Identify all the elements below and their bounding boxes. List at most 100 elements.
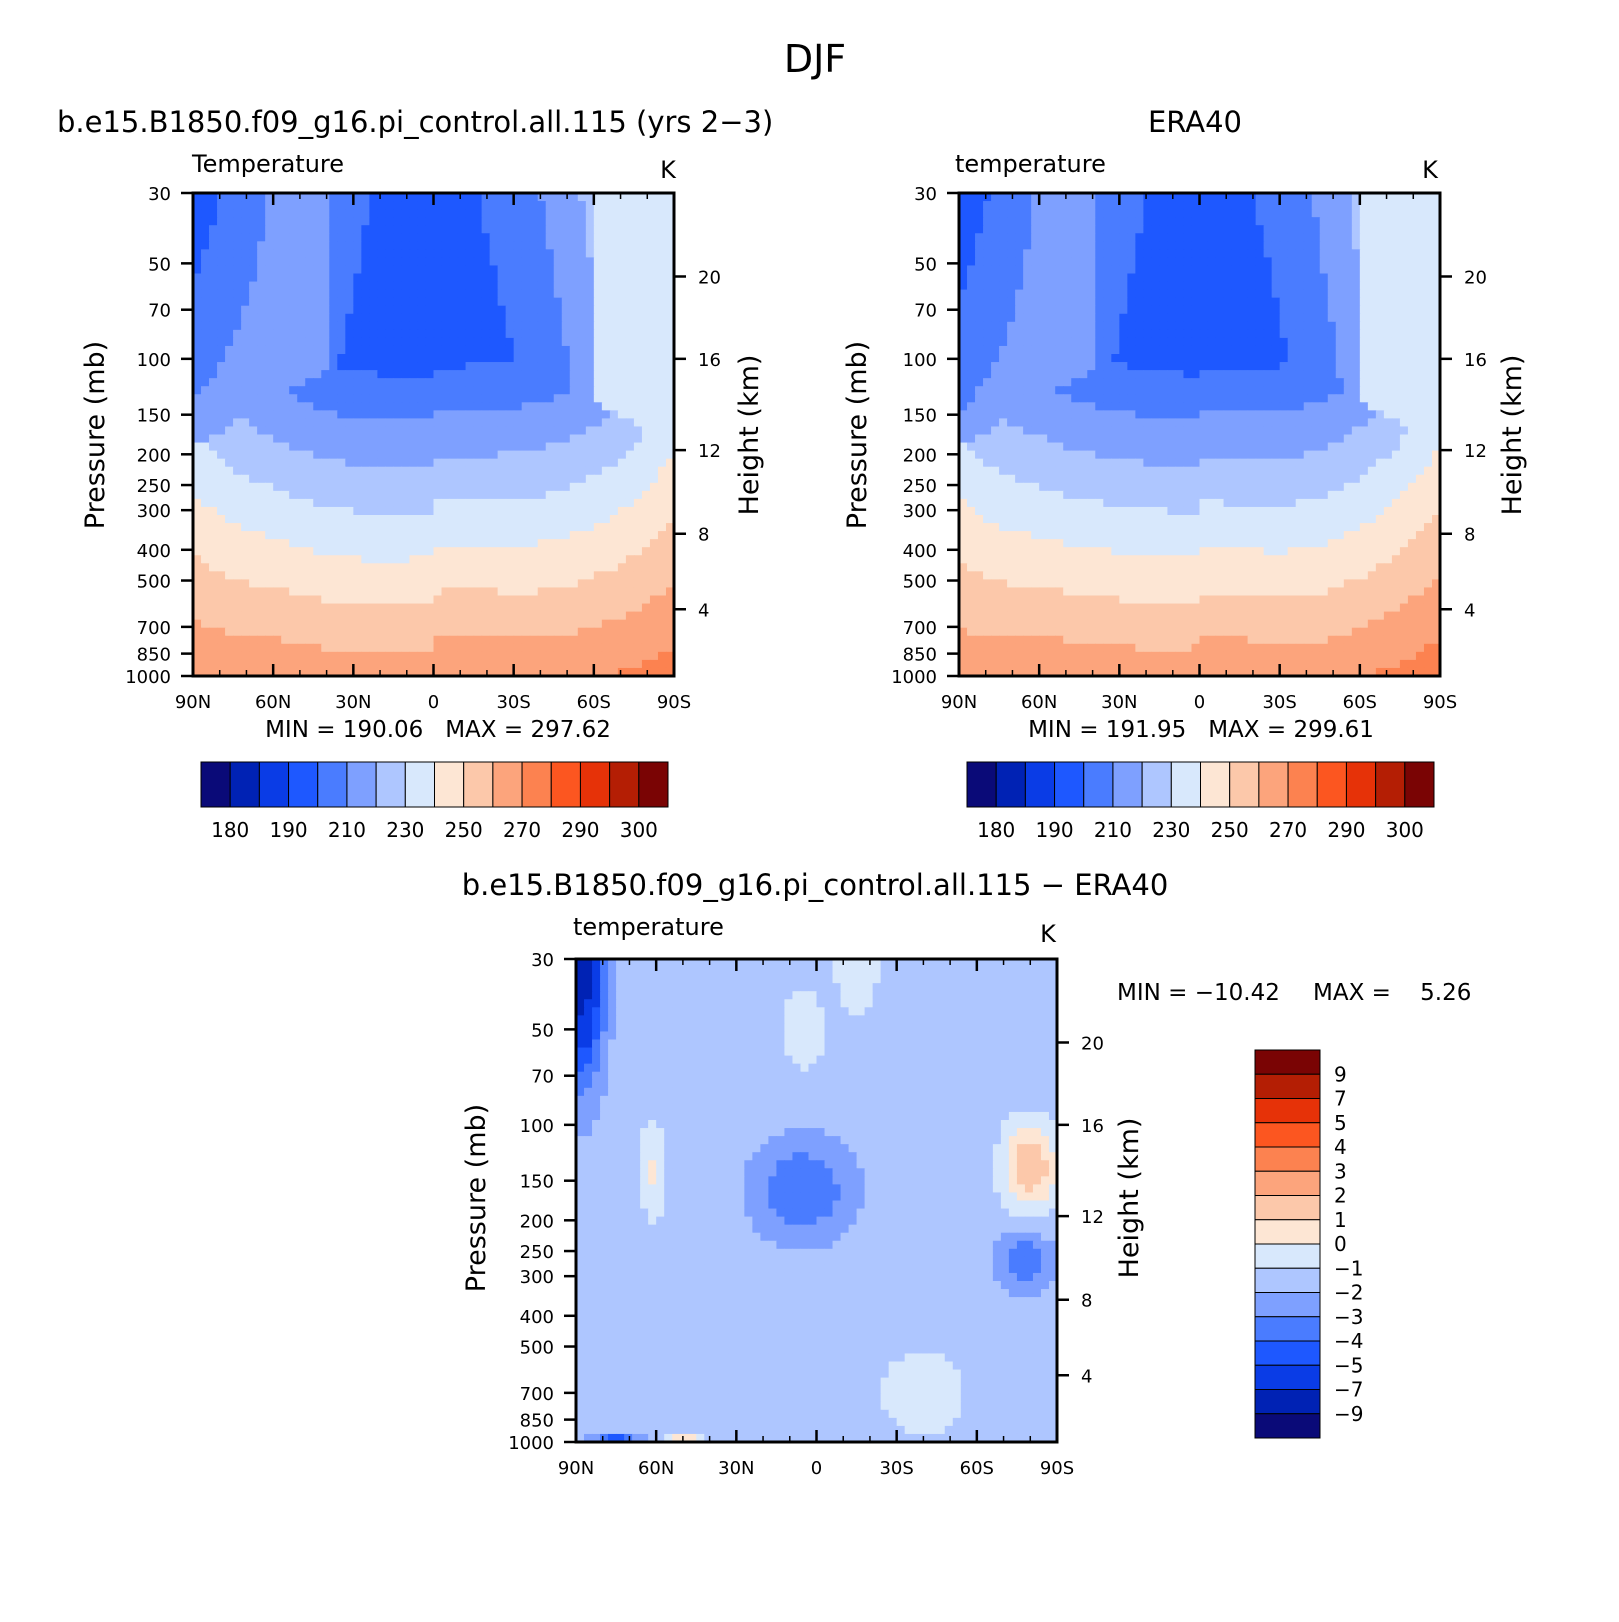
field-cell: [521, 515, 531, 524]
field-cell: [633, 627, 643, 637]
field-cell: [641, 329, 651, 339]
field-cell: [1399, 257, 1409, 267]
field-cell: [641, 474, 651, 484]
field-cell: [513, 506, 523, 516]
field-cell: [1415, 305, 1425, 315]
field-cell: [393, 345, 403, 355]
field-cell: [377, 217, 386, 226]
field-cell: [193, 523, 202, 532]
field-cell: [241, 273, 250, 283]
field-cell: [505, 265, 515, 275]
field-cell: [361, 651, 370, 661]
units-label: K: [1040, 920, 1057, 948]
field-cell: [393, 289, 403, 299]
field-cell: [1159, 201, 1169, 210]
field-cell: [649, 651, 659, 661]
field-cell: [617, 329, 627, 339]
field-cell: [193, 587, 202, 597]
field-cell: [449, 603, 459, 613]
field-cell: [313, 506, 322, 516]
field-cell: [377, 297, 386, 307]
field-cell: [321, 442, 330, 452]
field-cell: [249, 217, 258, 226]
field-cell: [585, 201, 595, 210]
field-cell: [1399, 305, 1409, 315]
field-cell: [1319, 201, 1329, 210]
field-cell: [1191, 265, 1201, 275]
field-cell: [241, 362, 250, 371]
field-cell: [1431, 225, 1441, 234]
field-cell: [489, 241, 499, 250]
field-cell: [489, 667, 499, 677]
field-cell: [209, 490, 218, 500]
field-cell: [361, 273, 370, 283]
field-cell: [967, 345, 976, 355]
field-cell: [521, 345, 531, 355]
field-cell: [657, 587, 667, 597]
field-cell: [505, 386, 515, 395]
field-cell: [329, 442, 338, 452]
field-cell: [1207, 345, 1217, 355]
field-cell: [433, 257, 443, 267]
field-cell: [641, 418, 651, 428]
field-cell: [225, 635, 234, 645]
field-cell: [345, 289, 354, 299]
field-cell: [1031, 345, 1040, 355]
field-cell: [249, 265, 258, 275]
field-cell: [433, 434, 443, 444]
field-cell: [513, 209, 523, 218]
field-cell: [665, 571, 675, 580]
field-cell: [193, 619, 202, 629]
field-cell: [337, 394, 346, 403]
field-cell: [305, 241, 314, 250]
field-cell: [1431, 233, 1441, 242]
field-cell: [641, 281, 651, 291]
field-cell: [297, 442, 306, 452]
field-cell: [273, 651, 282, 661]
field-cell: [281, 555, 290, 564]
field-cell: [337, 627, 346, 637]
field-cell: [625, 667, 635, 677]
field-cell: [505, 402, 515, 411]
field-cell: [257, 547, 266, 556]
field-cell: [1359, 337, 1369, 347]
field-cell: [1095, 217, 1104, 226]
field-cell: [193, 458, 202, 468]
field-cell: [329, 523, 338, 532]
field-cell: [497, 587, 507, 597]
field-cell: [401, 523, 411, 532]
field-cell: [593, 482, 603, 492]
field-cell: [545, 659, 555, 669]
field-cell: [1231, 273, 1241, 283]
field-cell: [585, 515, 595, 524]
field-cell: [545, 329, 555, 339]
field-cell: [441, 257, 451, 267]
field-cell: [545, 193, 555, 202]
field-cell: [1415, 345, 1425, 355]
field-cell: [289, 595, 298, 605]
field-cell: [417, 611, 427, 621]
field-cell: [369, 571, 378, 580]
field-cell: [617, 386, 627, 395]
field-cell: [1111, 289, 1120, 299]
field-cell: [297, 418, 306, 428]
field-cell: [505, 362, 515, 371]
field-cell: [553, 345, 563, 355]
field-cell: [1151, 297, 1161, 307]
field-cell: [545, 394, 555, 403]
field-cell: [1071, 265, 1080, 275]
field-cell: [361, 635, 370, 645]
field-cell: [593, 555, 603, 564]
field-cell: [1263, 281, 1273, 291]
field-cell: [665, 209, 675, 218]
field-cell: [337, 531, 346, 540]
field-cell: [521, 531, 531, 540]
field-cell: [329, 619, 338, 629]
field-cell: [1183, 265, 1193, 275]
field-cell: [1375, 313, 1385, 323]
field-cell: [441, 667, 451, 677]
field-cell: [457, 329, 467, 339]
field-cell: [633, 474, 643, 484]
field-cell: [601, 603, 611, 613]
field-cell: [329, 201, 338, 210]
